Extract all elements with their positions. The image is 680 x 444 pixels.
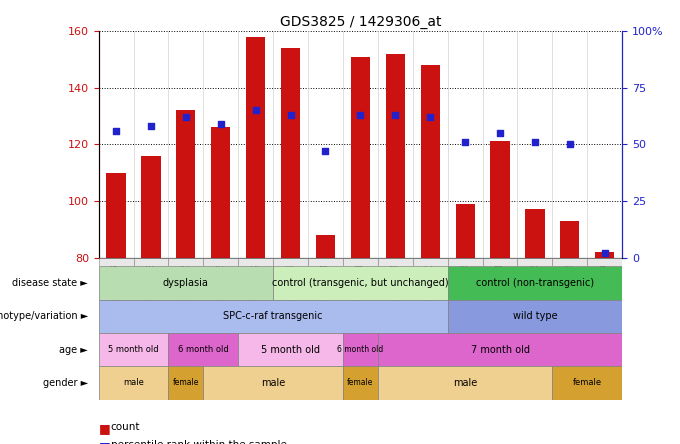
Bar: [517, 258, 552, 266]
Bar: [169, 333, 238, 366]
Bar: [447, 266, 622, 300]
Bar: [99, 300, 447, 333]
Bar: [413, 258, 447, 266]
Bar: [595, 252, 614, 258]
Point: [564, 141, 575, 148]
Text: 5 month old: 5 month old: [108, 345, 159, 354]
Text: count: count: [111, 422, 140, 432]
Bar: [141, 156, 160, 258]
Bar: [273, 258, 308, 266]
Bar: [447, 300, 622, 333]
Bar: [238, 333, 343, 366]
Bar: [281, 48, 300, 258]
Bar: [421, 65, 440, 258]
Bar: [351, 56, 370, 258]
Point: [355, 111, 366, 119]
Bar: [99, 333, 169, 366]
Bar: [588, 258, 622, 266]
Point: [146, 123, 156, 130]
Point: [425, 114, 436, 121]
Text: gender ►: gender ►: [43, 378, 88, 388]
Text: female: female: [573, 378, 602, 388]
Bar: [169, 258, 203, 266]
Bar: [316, 235, 335, 258]
Bar: [99, 258, 133, 266]
Bar: [203, 366, 343, 400]
Text: male: male: [453, 378, 477, 388]
Point: [599, 250, 610, 257]
Bar: [552, 258, 588, 266]
Bar: [107, 173, 126, 258]
Point: [180, 114, 191, 121]
Text: age ►: age ►: [59, 345, 88, 355]
Point: [250, 107, 261, 114]
Point: [460, 139, 471, 146]
Text: control (non-transgenic): control (non-transgenic): [476, 278, 594, 288]
Bar: [483, 258, 517, 266]
Point: [494, 130, 505, 137]
Bar: [246, 37, 265, 258]
Text: male: male: [123, 378, 144, 388]
Bar: [552, 366, 622, 400]
Point: [216, 120, 226, 127]
Text: ■: ■: [99, 440, 110, 444]
Bar: [456, 204, 475, 258]
Bar: [169, 366, 203, 400]
Title: GDS3825 / 1429306_at: GDS3825 / 1429306_at: [279, 15, 441, 29]
Text: disease state ►: disease state ►: [12, 278, 88, 288]
Bar: [378, 366, 552, 400]
Point: [111, 127, 122, 134]
Text: genotype/variation ►: genotype/variation ►: [0, 311, 88, 321]
Bar: [238, 258, 273, 266]
Point: [530, 139, 541, 146]
Point: [285, 111, 296, 119]
Bar: [560, 221, 579, 258]
Text: ■: ■: [99, 422, 110, 435]
Text: percentile rank within the sample: percentile rank within the sample: [111, 440, 287, 444]
Bar: [386, 54, 405, 258]
Text: 5 month old: 5 month old: [261, 345, 320, 355]
Text: 6 month old: 6 month old: [178, 345, 228, 354]
Bar: [490, 142, 509, 258]
Bar: [133, 258, 169, 266]
Bar: [203, 258, 238, 266]
Bar: [447, 258, 483, 266]
Text: dysplasia: dysplasia: [163, 278, 209, 288]
Text: female: female: [173, 378, 199, 388]
Text: wild type: wild type: [513, 311, 557, 321]
Point: [390, 111, 401, 119]
Text: control (transgenic, but unchanged): control (transgenic, but unchanged): [272, 278, 449, 288]
Bar: [211, 127, 231, 258]
Bar: [526, 210, 545, 258]
Bar: [99, 366, 169, 400]
Text: 7 month old: 7 month old: [471, 345, 530, 355]
Bar: [308, 258, 343, 266]
Bar: [176, 111, 195, 258]
Text: SPC-c-raf transgenic: SPC-c-raf transgenic: [224, 311, 323, 321]
Bar: [343, 258, 378, 266]
Point: [320, 147, 331, 155]
Bar: [343, 333, 378, 366]
Bar: [273, 266, 447, 300]
Bar: [343, 366, 378, 400]
Text: female: female: [347, 378, 373, 388]
Bar: [99, 266, 273, 300]
Text: male: male: [261, 378, 285, 388]
Text: 6 month old: 6 month old: [337, 345, 384, 354]
Bar: [378, 258, 413, 266]
Bar: [378, 333, 622, 366]
